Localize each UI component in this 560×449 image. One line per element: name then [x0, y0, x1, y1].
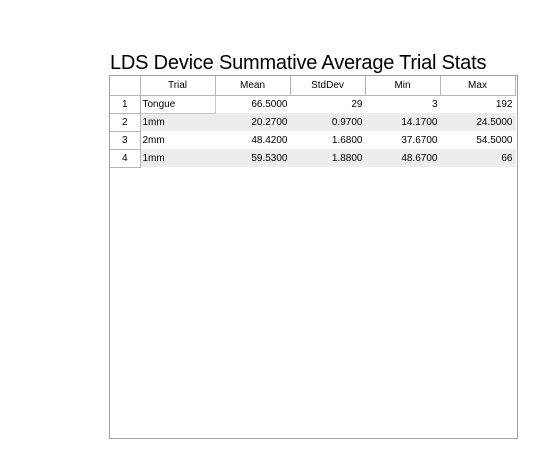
column-header-mean[interactable]: Mean [215, 76, 291, 96]
table-row[interactable]: 2 1mm 20.2700 0.9700 14.1700 24.5000 [110, 113, 516, 132]
figure-title: LDS Device Summative Average Trial Stats [110, 52, 487, 74]
column-header-min[interactable]: Min [365, 76, 441, 96]
column-header-trial[interactable]: Trial [140, 76, 216, 96]
column-header-max[interactable]: Max [440, 76, 516, 96]
header-row: Trial Mean StdDev Min Max [110, 76, 516, 96]
cell-max[interactable]: 24.5000 [440, 113, 516, 131]
cell-max[interactable]: 66 [440, 149, 516, 167]
stats-table-frame[interactable]: Trial Mean StdDev Min Max 1 Tongue 66.50… [109, 75, 518, 439]
cell-mean[interactable]: 66.5000 [215, 95, 291, 113]
corner-cell[interactable] [110, 76, 141, 96]
cell-stddev[interactable]: 1.6800 [290, 131, 366, 149]
cell-trial[interactable]: 2mm [140, 131, 216, 149]
row-header[interactable]: 4 [110, 149, 141, 168]
cell-min[interactable]: 37.6700 [365, 131, 441, 149]
cell-stddev[interactable]: 0.9700 [290, 113, 366, 131]
table-row[interactable]: 1 Tongue 66.5000 29 3 192 [110, 94, 516, 114]
row-header[interactable]: 3 [110, 131, 141, 150]
column-header-stddev[interactable]: StdDev [290, 76, 366, 96]
cell-mean[interactable]: 20.2700 [215, 113, 291, 131]
cell-trial[interactable]: 1mm [140, 149, 216, 167]
cell-stddev[interactable]: 1.8800 [290, 149, 366, 167]
cell-max[interactable]: 54.5000 [440, 131, 516, 149]
stats-table[interactable]: Trial Mean StdDev Min Max 1 Tongue 66.50… [110, 76, 516, 168]
table-row[interactable]: 3 2mm 48.4200 1.6800 37.6700 54.5000 [110, 131, 516, 150]
cell-mean[interactable]: 48.4200 [215, 131, 291, 149]
cell-trial[interactable]: 1mm [140, 113, 216, 131]
cell-trial[interactable]: Tongue [139, 94, 216, 114]
table-row[interactable]: 4 1mm 59.5300 1.8800 48.6700 66 [110, 149, 516, 168]
cell-mean[interactable]: 59.5300 [215, 149, 291, 167]
cell-min[interactable]: 3 [365, 95, 441, 113]
cell-stddev[interactable]: 29 [290, 95, 366, 113]
cell-min[interactable]: 14.1700 [365, 113, 441, 131]
row-header[interactable]: 1 [110, 95, 141, 114]
cell-min[interactable]: 48.6700 [365, 149, 441, 167]
row-header[interactable]: 2 [110, 113, 141, 132]
cell-max[interactable]: 192 [440, 95, 516, 113]
